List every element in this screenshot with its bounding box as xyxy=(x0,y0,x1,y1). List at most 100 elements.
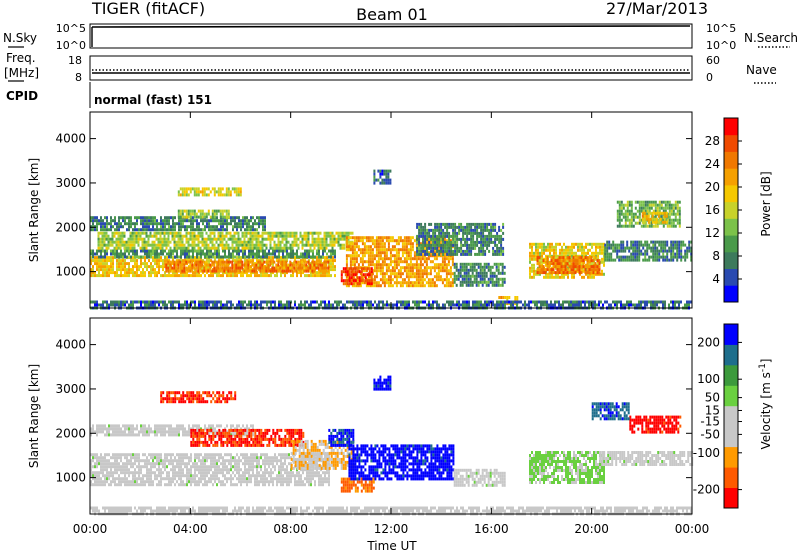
power-cell xyxy=(158,241,160,244)
power-cell xyxy=(240,190,242,193)
power-cell xyxy=(245,264,247,267)
power-cell xyxy=(673,213,675,216)
power-cell xyxy=(508,296,510,299)
power-cell xyxy=(259,261,261,264)
power-cell xyxy=(116,232,118,235)
power-cell xyxy=(114,253,116,256)
power-cell xyxy=(319,267,321,270)
power-cell xyxy=(279,261,281,264)
power-cell xyxy=(312,274,314,277)
power-cell xyxy=(234,247,236,250)
power-cell xyxy=(228,187,230,190)
power-cell xyxy=(320,238,322,241)
power-cell xyxy=(563,243,565,246)
power-cell xyxy=(430,281,432,284)
power-cell xyxy=(104,265,106,268)
power-cell xyxy=(446,250,448,253)
power-cell xyxy=(502,296,504,299)
power-cell xyxy=(482,275,484,278)
power-cell xyxy=(368,248,370,251)
power-cell xyxy=(628,259,630,262)
power-cell xyxy=(225,261,227,264)
power-cell xyxy=(664,250,666,253)
power-cell xyxy=(482,232,484,235)
power-cell xyxy=(150,232,152,235)
power-cell xyxy=(658,221,660,224)
power-cell xyxy=(152,259,154,262)
power-cell xyxy=(290,274,292,277)
power-cell xyxy=(464,275,466,278)
power-cell xyxy=(442,229,444,232)
power-cell xyxy=(656,241,658,244)
power-cell xyxy=(114,232,116,235)
power-cell xyxy=(102,265,104,268)
power-cell xyxy=(132,268,134,271)
power-cell xyxy=(328,250,330,253)
power-cell xyxy=(370,254,372,257)
power-cell xyxy=(468,244,470,247)
power-cell xyxy=(216,304,218,307)
power-cell xyxy=(482,266,484,269)
power-cell xyxy=(324,232,326,235)
power-cell xyxy=(182,187,184,190)
power-cell xyxy=(418,229,420,232)
power-cell xyxy=(192,235,194,238)
power-cell xyxy=(436,229,438,232)
power-cell xyxy=(92,301,94,304)
power-cell xyxy=(226,213,228,216)
power-cell xyxy=(267,270,269,273)
power-cell xyxy=(311,267,313,270)
power-cell xyxy=(476,223,478,226)
power-cell xyxy=(272,301,274,304)
power-cell xyxy=(252,232,254,235)
power-cell xyxy=(585,252,587,255)
power-cell xyxy=(313,267,315,270)
power-cell xyxy=(456,266,458,269)
power-cell xyxy=(262,232,264,235)
power-cell xyxy=(573,252,575,255)
power-cell xyxy=(215,267,217,270)
power-cell xyxy=(146,265,148,268)
power-cell xyxy=(102,228,104,231)
power-cell xyxy=(456,238,458,241)
power-cell xyxy=(264,232,266,235)
power-cell xyxy=(178,304,180,307)
power-cell xyxy=(462,284,464,287)
power-cell xyxy=(504,281,506,284)
power-cell xyxy=(675,225,677,228)
power-cell xyxy=(667,204,669,207)
power-cell xyxy=(464,232,466,235)
power-cell xyxy=(352,245,354,248)
power-cell xyxy=(257,267,259,270)
power-cell xyxy=(238,225,240,228)
power-cell xyxy=(464,238,466,241)
power-cell xyxy=(498,238,500,241)
power-cell xyxy=(158,244,160,247)
power-cell xyxy=(614,244,616,247)
power-cell xyxy=(404,266,406,269)
power-cell xyxy=(394,257,396,260)
power-cell xyxy=(571,271,573,274)
power-cell xyxy=(182,190,184,193)
power-cell xyxy=(492,266,494,269)
power-cell xyxy=(539,268,541,271)
power-cell xyxy=(378,242,380,245)
power-cell xyxy=(214,244,216,247)
power-cell xyxy=(383,170,385,173)
power-cell xyxy=(549,262,551,265)
power-cell xyxy=(217,261,219,264)
power-cell xyxy=(478,226,480,229)
power-cell xyxy=(100,238,102,241)
power-cell xyxy=(108,235,110,238)
power-cell xyxy=(242,301,244,304)
power-cell xyxy=(551,249,553,252)
power-cell xyxy=(336,238,338,241)
power-cell xyxy=(504,278,506,281)
power-cell xyxy=(359,279,361,282)
power-cell xyxy=(482,241,484,244)
power-cell xyxy=(136,271,138,274)
power-cell xyxy=(551,243,553,246)
power-cell xyxy=(286,235,288,238)
power-cell xyxy=(444,226,446,229)
